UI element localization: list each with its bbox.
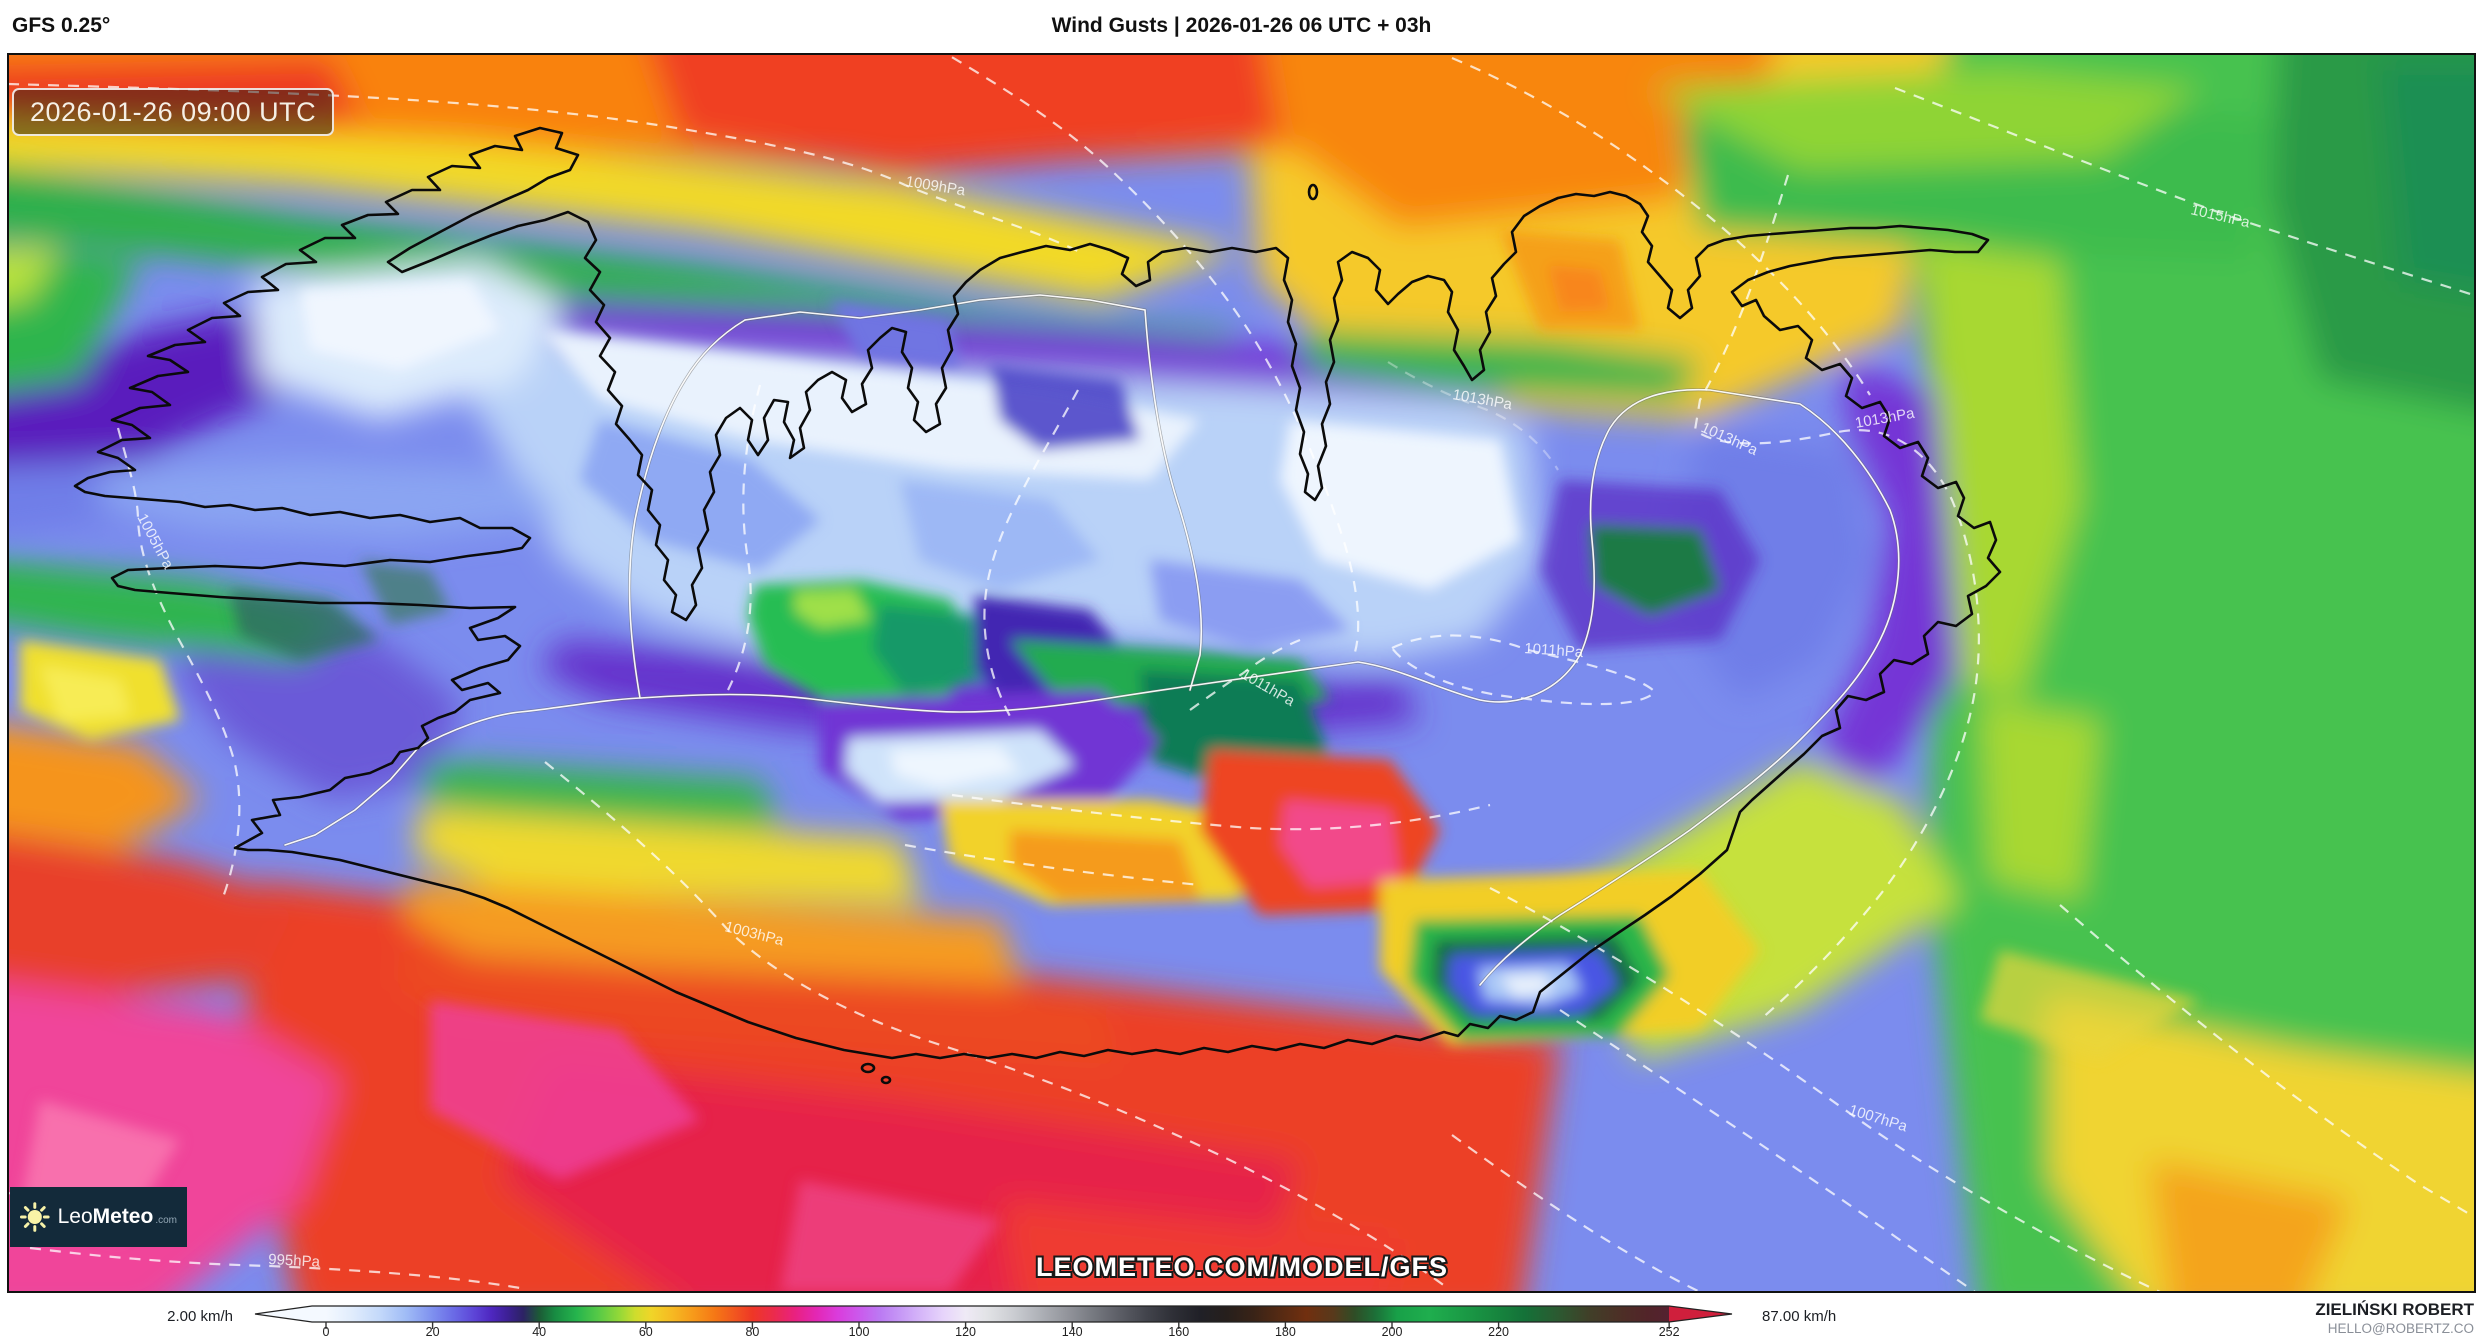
leometeo-logo: LeoMeteo .com: [10, 1187, 187, 1247]
timestamp-badge: 2026-01-26 09:00 UTC: [12, 88, 335, 136]
isobar-label: 995hPa: [268, 1251, 321, 1271]
colorbar: 0 20 40 60 80 100 120 140 160 180 200 220 252 2.00 k…: [167, 1305, 1836, 1337]
gust-field: 1009hPa 1015hPa 1013hPa 1013hPa 1013hPa …: [8, 54, 2475, 1292]
colorbar-max-label: 87.00 km/h: [1762, 1308, 1836, 1325]
colorbar-tick-label: 20: [426, 1325, 440, 1337]
colorbar-tick-label: 120: [955, 1325, 976, 1337]
isobar-lines: [8, 54, 2475, 1292]
timestamp-text: 2026-01-26 09:00 UTC: [30, 96, 317, 127]
road-network: [283, 293, 1901, 987]
isobar-label: 1011hPa: [1524, 640, 1585, 661]
colorbar-tick-label: 200: [1382, 1325, 1403, 1337]
model-label: GFS 0.25°: [12, 14, 111, 37]
logo-suffix: Meteo: [92, 1205, 154, 1228]
colorbar-tick-label: 0: [323, 1325, 330, 1337]
logo-text: LeoMeteo .com: [58, 1205, 177, 1229]
colorbar-tick-label: 180: [1275, 1325, 1296, 1337]
logo-prefix: Leo: [57, 1205, 93, 1228]
iceland-coastline: [73, 126, 2002, 1085]
colorbar-tick-label: 80: [745, 1325, 759, 1337]
colorbar-tick-label: 160: [1168, 1325, 1189, 1337]
logo-tld: .com: [155, 1215, 177, 1226]
sun-icon: [20, 1202, 50, 1232]
map-border: [7, 53, 2476, 1293]
colorbar-body: [255, 1306, 1669, 1322]
page-title: Wind Gusts | 2026-01-26 06 UTC + 03h: [1051, 14, 1432, 37]
colorbar-tick-label: 40: [532, 1325, 546, 1337]
colorbar-outline: [254, 1305, 1733, 1323]
colorbar-tick-label: 60: [639, 1325, 653, 1337]
credit-email: HELLO@ROBERTZ.CO: [2327, 1321, 2474, 1336]
watermark: LEOMETEO.COM/MODEL/GFS: [1036, 1252, 1448, 1282]
colorbar-tick-label: 100: [849, 1325, 870, 1337]
colorbar-max-arrow: [1669, 1306, 1732, 1322]
credit-author: ZIELIŃSKI ROBERT: [2315, 1300, 2474, 1319]
colorbar-tick-label: 252: [1659, 1325, 1680, 1337]
colorbar-tick-label: 220: [1488, 1325, 1509, 1337]
colorbar-min-arrow: [255, 1306, 312, 1322]
colorbar-min-label: 2.00 km/h: [167, 1308, 233, 1325]
colorbar-ticks: 0 20 40 60 80 100 120 140 160 180 200 220 252: [323, 1322, 1680, 1337]
colorbar-tick-label: 140: [1062, 1325, 1083, 1337]
